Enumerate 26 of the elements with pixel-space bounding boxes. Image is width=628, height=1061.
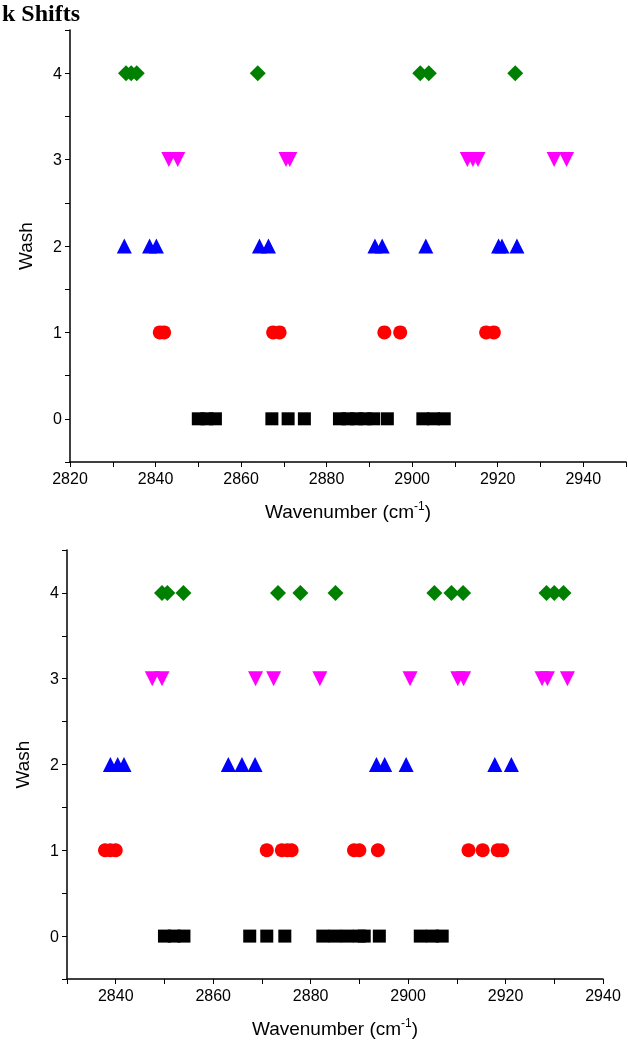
x-tick-label: 2900: [394, 469, 431, 487]
x-tick-label: 2880: [308, 469, 345, 487]
y-tick-label: 2: [53, 237, 63, 255]
y-tick-label: 4: [50, 584, 60, 602]
y-tick-label: 1: [53, 323, 63, 341]
y-tick-label: 0: [50, 927, 60, 945]
y-tick-label: 4: [53, 64, 63, 82]
y-tick-label: 0: [53, 410, 63, 428]
y-tick-label: 1: [50, 841, 60, 859]
y-tick-label: 2: [50, 756, 60, 773]
y-tick-label: 3: [50, 670, 60, 688]
x-tick-label: 2940: [565, 469, 602, 487]
x-tick-label: 2860: [223, 469, 259, 487]
x-tick-label: 2880: [292, 986, 329, 1004]
x-tick-label: 2840: [97, 986, 134, 1004]
x-tick-label: 2820: [52, 469, 88, 487]
x-tick-label: 2860: [195, 986, 232, 1004]
x-tick-label: 2900: [390, 986, 426, 1004]
y-tick-label: 3: [53, 151, 63, 169]
x-tick-label: 2920: [487, 986, 524, 1004]
x-tick-label: 2920: [479, 469, 516, 487]
y-axis-title: Wash: [12, 740, 33, 789]
x-tick-label: 2840: [137, 469, 174, 487]
x-tick-label: 2940: [585, 986, 621, 1004]
y-axis-title: Wash: [15, 222, 36, 270]
chart-title: k Shifts: [2, 0, 81, 26]
